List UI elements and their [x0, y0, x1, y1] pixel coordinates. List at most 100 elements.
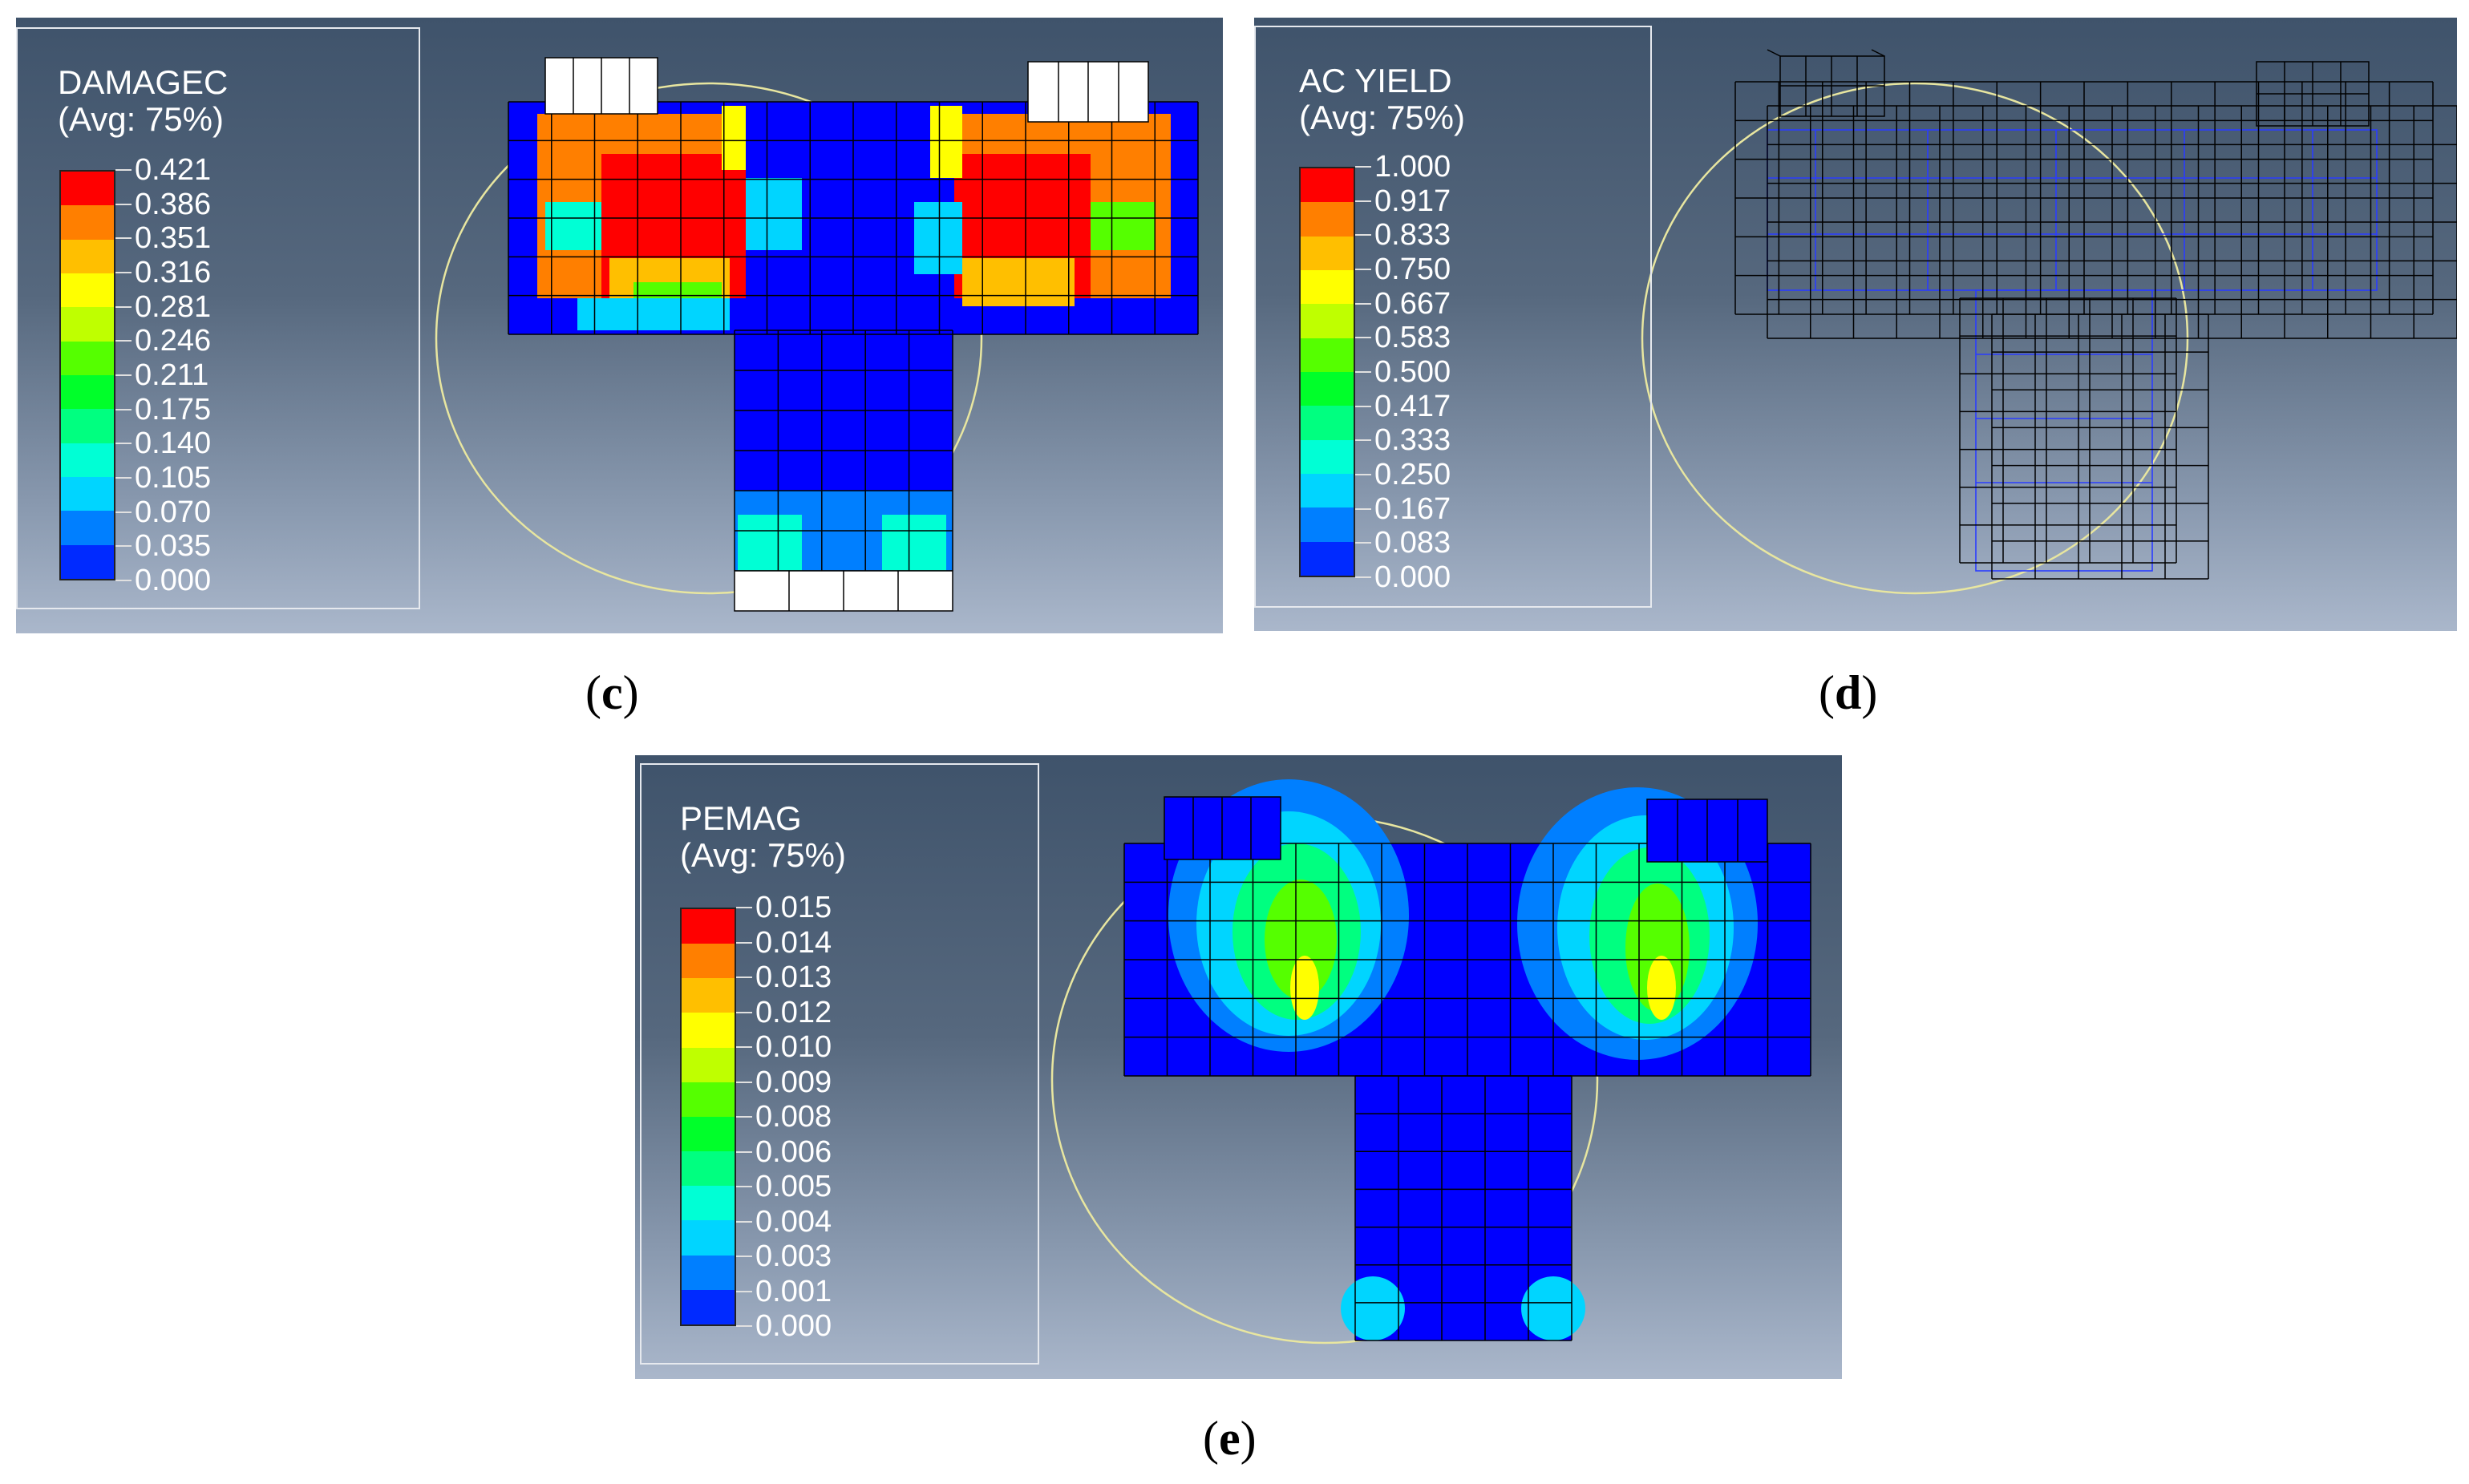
- wireframe-d: [1734, 81, 2457, 580]
- color-scale-segment: [61, 544, 114, 579]
- color-scale-segment: [682, 1255, 735, 1290]
- legend-box-d: [1254, 26, 1652, 608]
- color-scale-segment: [61, 239, 114, 273]
- model-view-c: [435, 57, 1199, 612]
- color-scale-segment: [682, 1289, 735, 1324]
- damage-zone-left: [537, 106, 746, 330]
- legend-tick-label: 0.167: [1374, 491, 1451, 526]
- legend-tick-label: 0.667: [1374, 286, 1451, 321]
- legend-tick-label: 0.014: [755, 925, 832, 960]
- model-view-d: [1641, 49, 2457, 595]
- legend-tick: [736, 977, 752, 978]
- legend-tick-label: 0.070: [135, 495, 212, 529]
- color-scale-segment: [682, 944, 735, 979]
- legend-tick: [736, 1290, 752, 1292]
- legend-tick: [115, 511, 132, 513]
- caption-e: (e): [1203, 1412, 1257, 1465]
- legend-tick: [736, 1081, 752, 1083]
- legend-tick: [115, 545, 132, 548]
- legend-tick-label: 0.006: [755, 1134, 832, 1169]
- color-scale-segment: [682, 1220, 735, 1256]
- color-scale-segment: [61, 307, 114, 342]
- legend-tick: [1355, 474, 1371, 475]
- legend-tick-label: 0.001: [755, 1274, 832, 1308]
- legend-tick-label: 1.000: [1374, 150, 1451, 184]
- legend-tick: [1355, 234, 1371, 237]
- legend-tick-label: 0.013: [755, 960, 832, 994]
- legend-tick-label: 0.008: [755, 1100, 832, 1134]
- color-scale-segment: [1301, 202, 1354, 237]
- legend-tick: [736, 1256, 752, 1257]
- color-scale-segment: [1301, 473, 1354, 508]
- legend-tick: [736, 907, 752, 908]
- legend-tick: [736, 1186, 752, 1187]
- color-scale-bar-c: [59, 170, 115, 580]
- color-scale-segment: [61, 172, 114, 206]
- legend-avg-e: (Avg: 75%): [680, 836, 846, 874]
- legend-tick: [1355, 337, 1371, 339]
- caption-c: (c): [585, 666, 639, 719]
- strain-zone-web: [1341, 1276, 1585, 1340]
- color-scale-segment: [1301, 541, 1354, 576]
- legend-tick: [1355, 507, 1371, 510]
- legend-tick-label: 0.012: [755, 995, 832, 1029]
- legend-avg-c: (Avg: 75%): [58, 100, 224, 138]
- legend-labels-e: 0.015 0.014 0.013 0.012 0.010 0.009 0.008 0.006…: [736, 892, 897, 1342]
- legend-tick-label: 0.010: [755, 1030, 832, 1064]
- legend-tick: [1355, 166, 1371, 168]
- color-scale-segment: [682, 909, 735, 944]
- legend-tick: [115, 340, 132, 342]
- legend-tick-label: 0.083: [1374, 526, 1451, 560]
- panel-d: AC YIELD (Avg: 75%) 1.000 0.917 0.833 0.750…: [1254, 18, 2457, 631]
- legend-tick-label: 0.004: [755, 1204, 832, 1239]
- legend-tick-label: 0.417: [1374, 389, 1451, 423]
- legend-tick: [1355, 542, 1371, 544]
- rebar-d: [1767, 129, 2378, 572]
- legend-variable-d: AC YIELD: [1299, 62, 1452, 99]
- legend-tick: [115, 169, 132, 171]
- supports-c: [544, 57, 1149, 612]
- legend-tick-label: 0.386: [135, 187, 212, 221]
- color-scale-segment: [682, 1151, 735, 1187]
- panel-e: PEMAG (Avg: 75%) 0.015 0.014 0.013 0.012 0.0…: [635, 755, 1842, 1379]
- supports-e: [1164, 796, 1768, 863]
- legend-tick: [736, 1046, 752, 1048]
- color-scale-segment: [1301, 236, 1354, 270]
- legend-tick: [736, 1116, 752, 1118]
- legend-tick-label: 0.281: [135, 289, 212, 324]
- legend-tick: [1355, 439, 1371, 442]
- legend-avg-d: (Avg: 75%): [1299, 99, 1465, 136]
- legend-tick: [115, 443, 132, 445]
- color-scale-segment: [61, 341, 114, 375]
- color-scale-segment: [1301, 269, 1354, 305]
- damage-zone-right: [746, 106, 1171, 306]
- color-scale-segment: [61, 476, 114, 512]
- legend-tick: [736, 1325, 752, 1327]
- color-scale-segment: [682, 1013, 735, 1048]
- legend-tick-label: 0.035: [135, 529, 212, 564]
- legend-tick: [115, 408, 132, 410]
- model-view-e: [1050, 779, 1811, 1344]
- legend-box-c: [16, 27, 420, 609]
- legend-tick-label: 0.250: [1374, 458, 1451, 491]
- legend-tick: [115, 272, 132, 273]
- color-scale-segment: [61, 374, 114, 410]
- legend-tick: [736, 941, 752, 944]
- legend-tick-label: 0.003: [755, 1239, 832, 1273]
- color-scale-segment: [682, 1082, 735, 1117]
- legend-tick: [1355, 576, 1371, 578]
- legend-tick-label: 0.917: [1374, 184, 1451, 218]
- mesh-e: [1123, 843, 1811, 1341]
- legend-tick: [1355, 269, 1371, 270]
- legend-box-e: [640, 763, 1039, 1365]
- legend-tick: [115, 305, 132, 308]
- legend-tick: [1355, 302, 1371, 305]
- legend-tick: [115, 477, 132, 479]
- legend-tick: [115, 374, 132, 376]
- color-scale-segment: [61, 205, 114, 240]
- legend-tick: [736, 1150, 752, 1153]
- supports-d: [1767, 49, 2370, 127]
- legend-tick-label: 0.500: [1374, 355, 1451, 389]
- color-scale-segment: [682, 1116, 735, 1152]
- legend-tick-label: 0.000: [135, 564, 212, 597]
